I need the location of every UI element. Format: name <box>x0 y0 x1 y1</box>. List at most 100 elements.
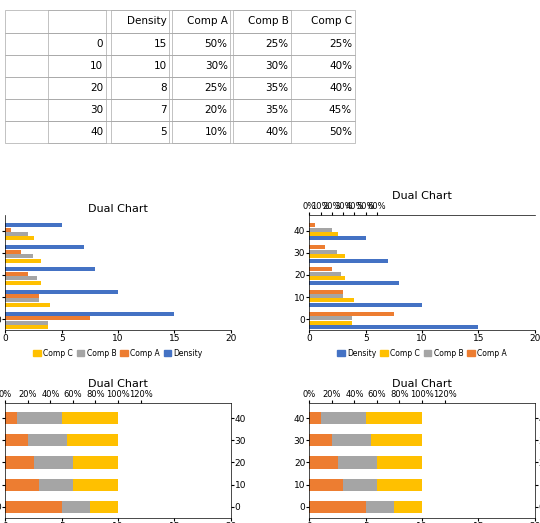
Text: 0: 0 <box>97 39 103 49</box>
Bar <box>233 54 355 76</box>
Bar <box>309 267 332 271</box>
Bar <box>111 10 231 32</box>
Text: 30: 30 <box>90 105 103 115</box>
Bar <box>48 10 170 32</box>
Bar <box>309 299 354 302</box>
Bar <box>62 501 90 513</box>
Bar <box>366 501 394 513</box>
Bar <box>394 501 422 513</box>
Bar <box>5 501 62 513</box>
Bar <box>309 303 422 307</box>
Text: 50%: 50% <box>205 39 228 49</box>
Bar <box>309 232 338 236</box>
Bar <box>309 479 343 491</box>
Title: Dual Chart: Dual Chart <box>392 379 452 389</box>
Text: 50%: 50% <box>329 127 352 137</box>
Bar <box>5 276 37 280</box>
Bar <box>309 294 343 298</box>
Text: 5: 5 <box>160 127 167 137</box>
Bar <box>5 54 106 76</box>
Text: 8: 8 <box>160 83 167 93</box>
Bar <box>73 457 118 469</box>
Bar <box>5 272 28 276</box>
Title: Dual Chart: Dual Chart <box>88 379 148 389</box>
Text: 25%: 25% <box>205 83 228 93</box>
Bar <box>309 412 321 424</box>
Bar <box>5 258 41 263</box>
Bar <box>48 32 170 54</box>
Bar <box>233 32 355 54</box>
Bar <box>309 228 332 232</box>
Bar <box>73 479 118 491</box>
Bar <box>111 54 231 76</box>
Bar <box>309 223 315 227</box>
Text: 20%: 20% <box>205 105 228 115</box>
Text: 30%: 30% <box>266 61 288 71</box>
Bar <box>5 254 33 258</box>
Bar <box>48 121 170 143</box>
Bar <box>338 457 377 469</box>
Text: Comp A: Comp A <box>187 17 228 27</box>
Bar <box>111 99 231 121</box>
Bar <box>5 32 106 54</box>
Bar <box>48 54 170 76</box>
Bar <box>111 32 231 54</box>
Bar <box>309 316 352 320</box>
Bar <box>5 312 174 316</box>
Bar <box>62 412 118 424</box>
Bar <box>309 325 478 329</box>
Bar <box>5 281 42 285</box>
Bar <box>332 434 372 447</box>
Bar <box>111 121 231 143</box>
Bar <box>5 250 21 254</box>
Bar <box>17 412 62 424</box>
Bar <box>5 10 106 32</box>
Bar <box>5 232 28 236</box>
Bar <box>309 250 337 254</box>
Bar <box>5 99 106 121</box>
Bar <box>309 290 343 293</box>
Bar <box>5 76 106 99</box>
Bar <box>172 54 291 76</box>
Bar <box>90 501 118 513</box>
Text: Comp C: Comp C <box>311 17 352 27</box>
Bar <box>5 457 33 469</box>
Bar <box>5 299 39 302</box>
Bar <box>172 10 291 32</box>
Text: 15: 15 <box>153 39 167 49</box>
Text: 25%: 25% <box>265 39 288 49</box>
Bar <box>366 412 422 424</box>
Bar <box>111 76 231 99</box>
Text: 30%: 30% <box>205 61 228 71</box>
Bar <box>5 236 33 241</box>
Bar <box>48 99 170 121</box>
Text: 45%: 45% <box>329 105 352 115</box>
Bar <box>68 434 118 447</box>
Bar <box>233 76 355 99</box>
Title: Dual Chart: Dual Chart <box>392 191 452 201</box>
Bar <box>5 245 84 249</box>
Bar <box>309 272 341 276</box>
Bar <box>28 434 68 447</box>
Bar <box>172 121 291 143</box>
Bar <box>309 281 400 285</box>
Bar <box>5 316 90 320</box>
Text: 10: 10 <box>90 61 103 71</box>
Bar <box>377 479 422 491</box>
Bar <box>343 479 377 491</box>
Text: 40%: 40% <box>266 127 288 137</box>
Bar <box>372 434 422 447</box>
Bar <box>5 267 96 271</box>
Title: Dual Chart: Dual Chart <box>88 204 148 214</box>
Bar <box>309 254 345 258</box>
Bar <box>39 479 73 491</box>
Legend: Comp C, Comp B, Comp A, Density: Comp C, Comp B, Comp A, Density <box>30 346 206 361</box>
Bar <box>5 228 11 232</box>
Bar <box>309 434 332 447</box>
Text: 20: 20 <box>90 83 103 93</box>
Bar <box>233 10 355 32</box>
Text: 40%: 40% <box>329 83 352 93</box>
Bar <box>172 32 291 54</box>
Bar <box>321 412 366 424</box>
Bar <box>377 457 422 469</box>
